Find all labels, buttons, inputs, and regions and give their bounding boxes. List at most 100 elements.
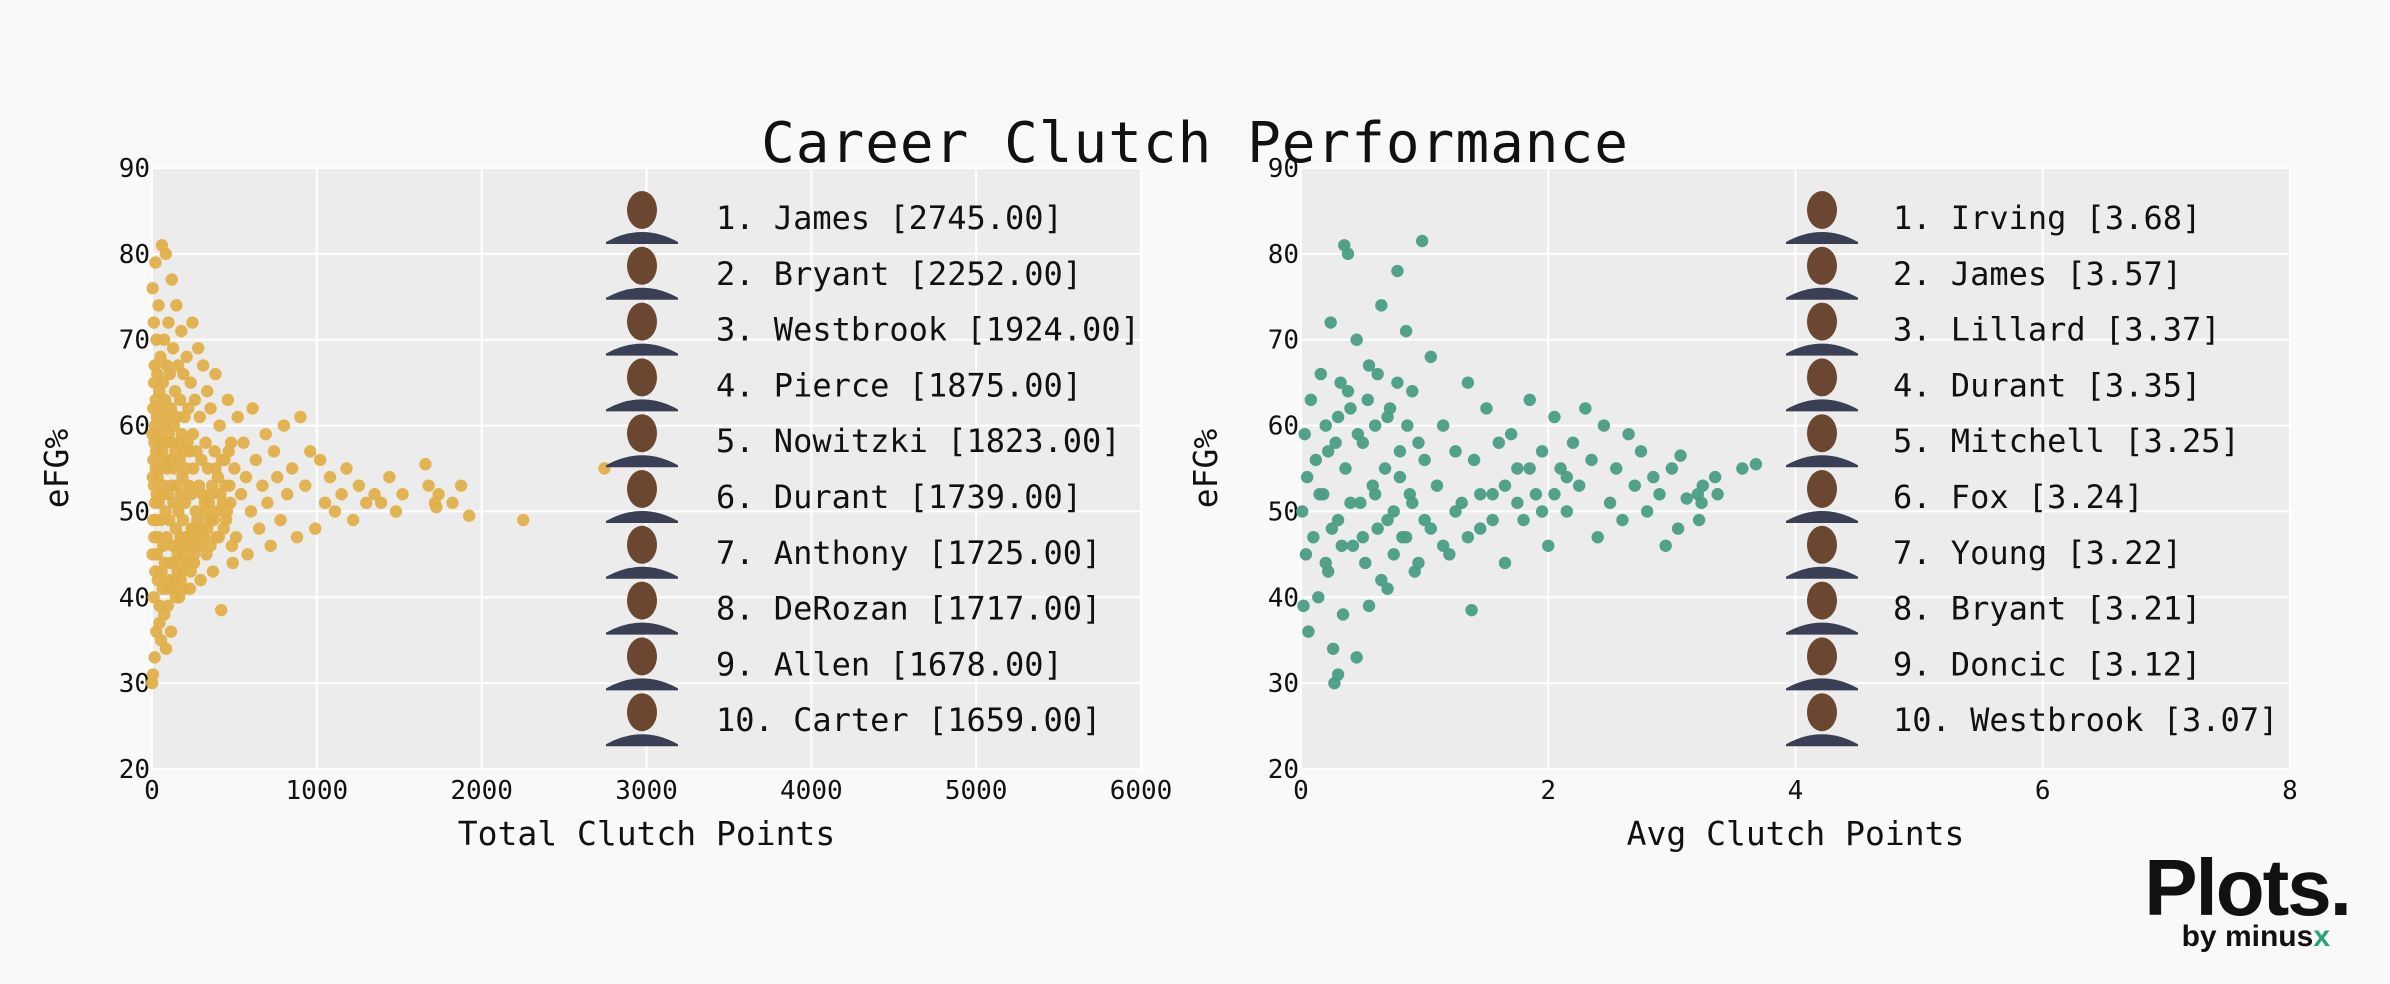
data-point <box>267 445 281 458</box>
data-point <box>146 470 160 484</box>
player-avatar-icon <box>627 302 657 341</box>
avatar-jersey-icon <box>1786 232 1858 244</box>
data-point <box>1334 376 1347 389</box>
y-tick-label: 30 <box>1268 669 1299 699</box>
x-tick-label: 3000 <box>615 776 678 806</box>
data-point <box>213 419 226 432</box>
data-point <box>1387 548 1400 561</box>
y-tick-label: 20 <box>119 755 150 785</box>
ranking-label: 7. Young [3.22] <box>1893 534 2182 572</box>
data-point <box>1659 539 1672 552</box>
data-point <box>1455 496 1468 510</box>
data-point <box>360 496 373 510</box>
data-point <box>1375 573 1388 587</box>
avatar-jersey-icon <box>606 622 678 635</box>
data-point <box>1671 522 1685 535</box>
ranking-label: 8. DeRozan [1717.00] <box>716 590 1101 628</box>
data-point <box>1616 513 1629 527</box>
data-point <box>204 539 217 552</box>
data-point <box>1356 530 1370 544</box>
data-point <box>280 488 294 501</box>
data-point <box>1362 599 1376 613</box>
ranking-entry: 10. Carter [1659.00] <box>606 693 1101 747</box>
data-point <box>1486 488 1499 501</box>
player-avatar-icon <box>627 191 657 229</box>
data-point <box>328 505 342 518</box>
ranking-entry: 3. Lillard [3.37] <box>1786 302 2221 356</box>
ranking-label: 9. Doncic [3.12] <box>1893 645 2201 683</box>
y-tick-label: 70 <box>1268 326 1299 356</box>
ranking-label: 6. Fox [3.24] <box>1893 478 2143 516</box>
ranking-entry: 10. Westbrook [3.07] <box>1786 693 2278 747</box>
data-point <box>252 522 266 535</box>
data-point <box>1309 453 1323 467</box>
data-point <box>1298 427 1311 441</box>
data-point <box>209 367 222 381</box>
data-point <box>1511 462 1524 475</box>
data-point <box>1517 513 1530 527</box>
series-points <box>145 239 611 690</box>
data-point <box>1691 488 1705 501</box>
data-point <box>1523 393 1536 407</box>
data-point <box>244 505 258 518</box>
data-point <box>194 573 207 587</box>
data-point <box>1449 445 1462 458</box>
avatar-jersey-icon <box>606 678 678 691</box>
data-point <box>222 445 235 458</box>
data-point <box>259 427 272 441</box>
x-tick-label: 8 <box>2282 776 2298 806</box>
x-tick-label: 4 <box>1788 776 1804 806</box>
data-point <box>164 625 178 638</box>
data-point <box>1307 530 1320 544</box>
data-point <box>368 488 381 501</box>
data-point <box>205 479 219 492</box>
ranking-label: 1. James [2745.00] <box>716 199 1063 237</box>
data-point <box>323 470 337 484</box>
player-avatar-icon <box>627 637 657 676</box>
data-point <box>1299 548 1313 561</box>
data-point <box>1331 513 1345 527</box>
data-point <box>389 505 403 518</box>
data-point <box>1326 642 1340 655</box>
data-point <box>1351 427 1365 441</box>
data-point <box>261 496 274 510</box>
data-point <box>1350 651 1363 664</box>
data-point <box>145 676 159 690</box>
data-point <box>1430 479 1444 492</box>
ranking-label: 10. Westbrook [3.07] <box>1893 701 2278 739</box>
ranking-label: 8. Bryant [3.21] <box>1893 590 2201 628</box>
ranking-entry: 4. Durant [3.35] <box>1786 358 2201 412</box>
data-point <box>1393 470 1407 484</box>
y-tick-label: 90 <box>1268 154 1299 184</box>
data-point <box>1346 539 1360 552</box>
data-point <box>1300 470 1314 484</box>
data-point <box>1591 530 1604 544</box>
brand-sub-accent: x <box>2313 920 2330 953</box>
data-point <box>199 436 212 449</box>
ranking-label: 2. Bryant [2252.00] <box>716 255 1082 293</box>
brand-sub-prefix: by minus <box>2181 920 2314 953</box>
ranking-entry: 7. Anthony [1725.00] <box>606 525 1101 579</box>
data-point <box>1401 419 1414 432</box>
data-point <box>1406 385 1419 398</box>
data-point <box>219 479 232 492</box>
data-point <box>1418 513 1431 527</box>
y-tick-label: 40 <box>1268 583 1299 613</box>
ranking-entry: 1. James [2745.00] <box>606 191 1063 244</box>
data-point <box>1511 496 1524 510</box>
data-point <box>148 651 161 664</box>
data-point <box>1634 445 1648 458</box>
data-point <box>147 376 161 389</box>
avatar-jersey-icon <box>606 287 678 300</box>
data-point <box>241 548 254 561</box>
avatar-jersey-icon <box>606 511 678 523</box>
data-point <box>166 342 180 355</box>
player-avatar-icon <box>1807 581 1837 620</box>
data-point <box>1736 462 1749 475</box>
ranking-entry: 6. Durant [1739.00] <box>606 470 1082 523</box>
data-point <box>1387 505 1400 518</box>
data-point <box>193 410 207 424</box>
ranking-label: 4. Pierce [1875.00] <box>716 366 1082 404</box>
data-point <box>1368 488 1382 501</box>
